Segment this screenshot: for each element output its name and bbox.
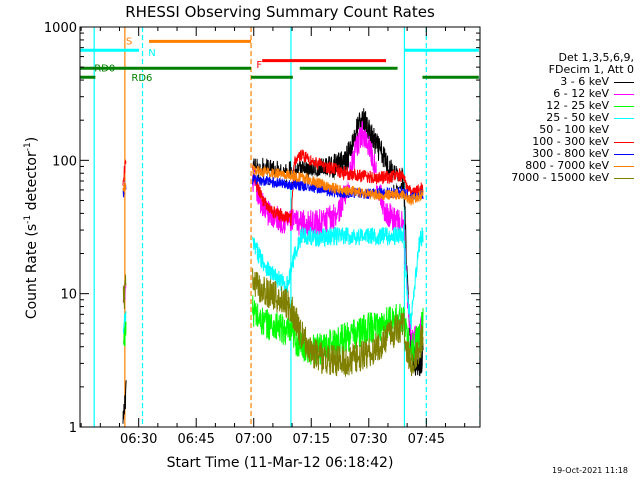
legend-item: 800 - 7000 keV [484, 160, 634, 172]
y-tick-label: 1000 [44, 21, 77, 36]
legend-rows: 3 - 6 keV 6 - 12 keV 12 - 25 keV 25 - 50 ke… [484, 76, 634, 184]
series-line [122, 181, 127, 193]
series-line [252, 149, 424, 227]
legend-header-decimation: FDecim 1, Att 0 [548, 63, 634, 76]
x-tick-label: 07:00 [235, 432, 272, 447]
legend-swatch [614, 117, 634, 119]
chart-title: RHESSI Observing Summary Count Rates [125, 3, 435, 21]
legend-item: 3 - 6 keV [484, 76, 634, 88]
legend-label: 800 - 7000 keV [525, 159, 609, 172]
x-tick-label: 06:45 [177, 432, 214, 447]
x-tick-label: 07:45 [408, 432, 445, 447]
series-line [122, 311, 127, 334]
x-axis-label: Start Time (11-Mar-12 06:18:42) [167, 455, 394, 471]
y-axis-label: Count Rate (s-1 detector-1) [23, 137, 40, 319]
flag-label-n: N [148, 48, 155, 59]
x-tick-label: 07:15 [293, 432, 330, 447]
series-line [122, 159, 127, 186]
legend-item: 6 - 12 keV [484, 88, 634, 100]
legend-item: 300 - 800 keV [484, 148, 634, 160]
flag-label-rd0: RD0 [94, 63, 115, 74]
series-100-300-keV [122, 149, 424, 227]
legend-swatch [614, 141, 634, 143]
legend-item: 50 - 100 keV [484, 124, 634, 136]
series-7000-15000-keV [122, 268, 424, 377]
legend-label: 6 - 12 keV [553, 87, 609, 100]
series-3-6-keV [122, 108, 424, 424]
series-line [122, 274, 127, 310]
legend-swatch [614, 165, 634, 167]
series-line [252, 268, 424, 377]
flag-label-f: F [256, 60, 262, 71]
y-tick-label: 10 [60, 288, 77, 303]
timestamp: 19-Oct-2021 11:18 [552, 466, 628, 475]
legend-label: 3 - 6 keV [560, 75, 609, 88]
plot-area: S N F RD0 RD6 1 10 100 1000 06:30 06:45 07:00 07:15 0… [44, 21, 481, 447]
legend-swatch [614, 177, 634, 179]
legend-header-detectors: Det 1,3,5,6,9, [558, 51, 634, 64]
series-line [122, 380, 127, 424]
y-tick-label: 1 [69, 421, 77, 436]
legend-swatch [614, 153, 634, 155]
legend-swatch [614, 81, 634, 83]
series-25-50-keV [122, 225, 424, 334]
legend-label: 25 - 50 keV [546, 111, 609, 124]
series-line [252, 121, 424, 353]
series-line [252, 225, 424, 330]
legend-label: 300 - 800 keV [532, 147, 609, 160]
legend-label: 12 - 25 keV [546, 99, 609, 112]
x-tick-label: 07:30 [350, 432, 387, 447]
legend-item: 100 - 300 keV [484, 136, 634, 148]
series-800-7000-keV [122, 164, 424, 206]
legend-swatch [614, 105, 634, 107]
legend-item: 25 - 50 keV [484, 112, 634, 124]
y-tick-label: 100 [52, 154, 77, 169]
legend-swatch [614, 93, 634, 95]
plot-frame [79, 26, 481, 428]
flag-label-s: S [126, 36, 132, 47]
x-tick-label: 06:30 [120, 432, 157, 447]
flag-label-rd6: RD6 [131, 73, 152, 84]
legend-label: 100 - 300 keV [532, 135, 609, 148]
legend-label: 50 - 100 keV [539, 123, 609, 136]
legend-item: 7000 - 15000 keV [484, 172, 634, 184]
legend: Det 1,3,5,6,9, FDecim 1, Att 0 3 - 6 keV… [484, 52, 634, 184]
legend-item: 12 - 25 keV [484, 100, 634, 112]
series-line [252, 164, 424, 206]
legend-label: 7000 - 15000 keV [511, 171, 609, 184]
legend-swatch [614, 129, 634, 131]
